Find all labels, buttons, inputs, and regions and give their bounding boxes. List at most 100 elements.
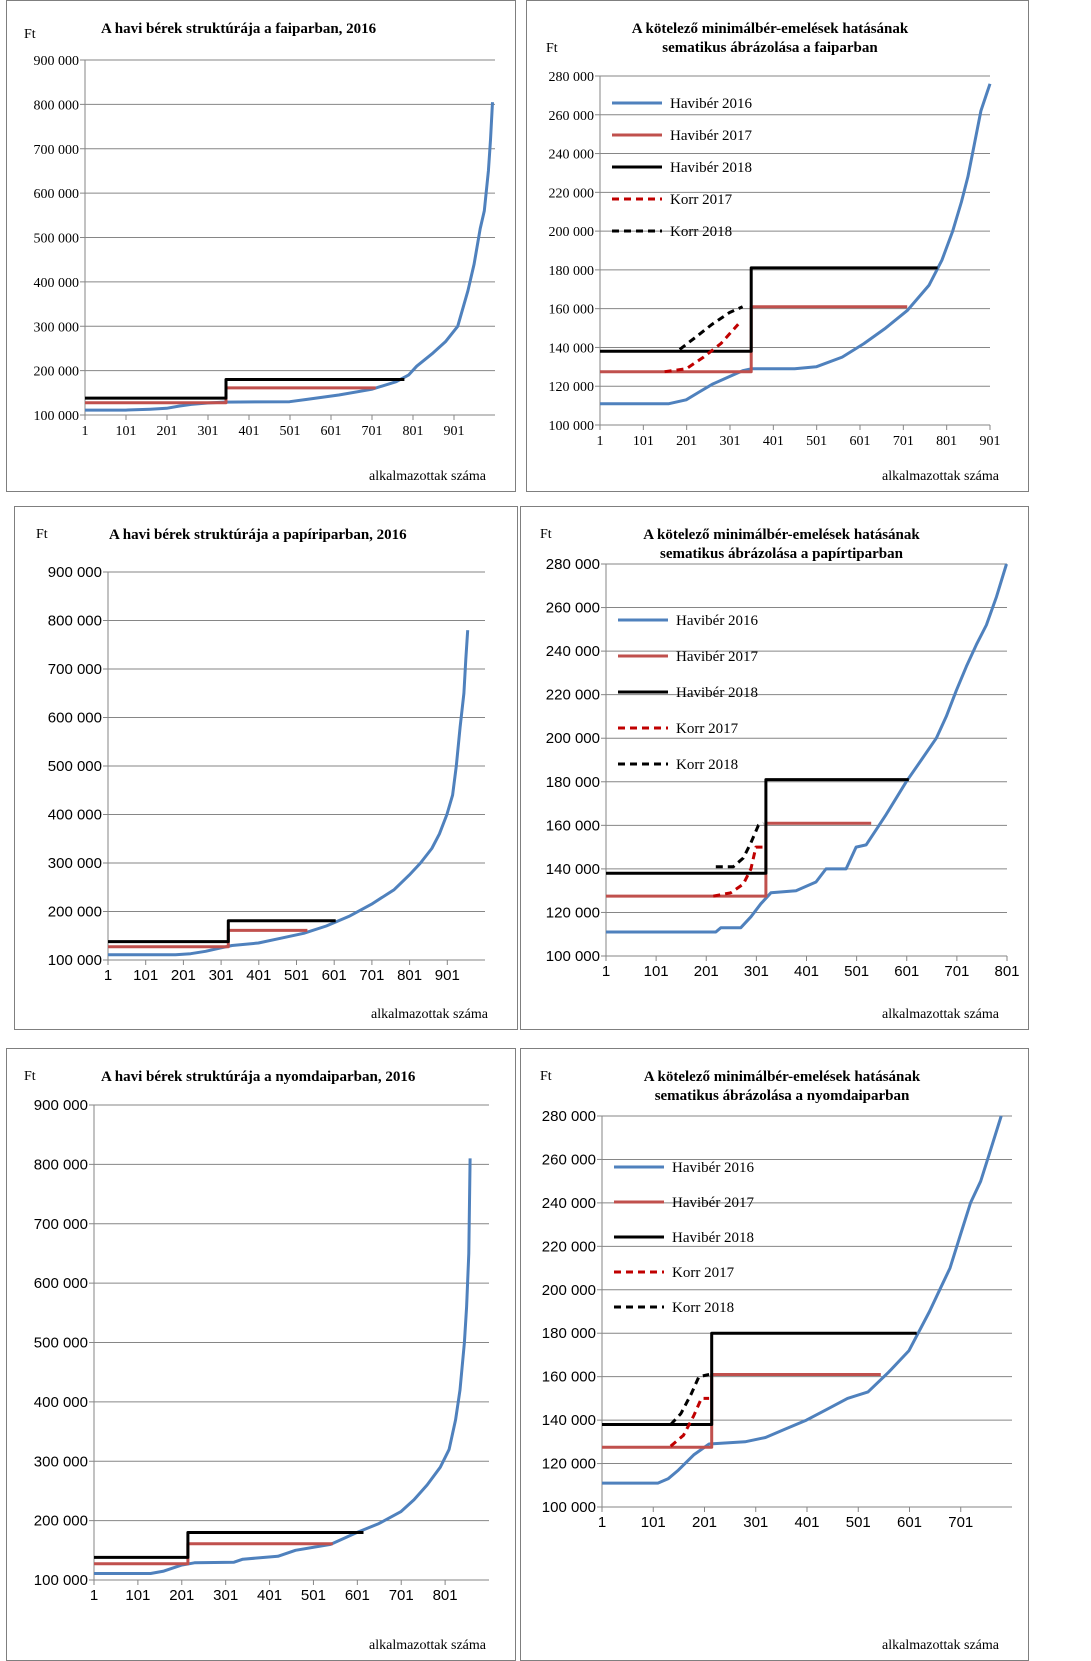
series-group	[85, 102, 494, 412]
chart-title: A havi bérek struktúrája a nyomdaiparban…	[101, 1069, 416, 1085]
y-tick-label: 900 000	[34, 54, 80, 69]
y-tick-label: 700 000	[34, 143, 80, 158]
x-tick-label: 301	[720, 434, 741, 449]
x-tick-label: 701	[359, 967, 384, 984]
unit-label: Ft	[546, 41, 558, 56]
x-tick-label: 401	[246, 967, 271, 984]
series-line-h18	[94, 1531, 364, 1559]
y-tick-label: 300 000	[34, 320, 80, 335]
series-line-h16	[600, 83, 992, 406]
x-tick-label: 601	[894, 963, 919, 980]
series-group	[108, 630, 470, 957]
y-tick-label: 220 000	[546, 687, 600, 704]
y-tick-label: 700 000	[34, 1216, 88, 1233]
x-tick-label: 201	[694, 963, 719, 980]
x-tick-label: 601	[322, 967, 347, 984]
y-tick-label: 100 000	[549, 419, 595, 434]
y-tick-label: 280 000	[542, 1108, 596, 1125]
chart-title: sematikus ábrázolása a papírtiparban	[660, 546, 904, 562]
x-tick-label: 101	[116, 424, 137, 439]
unit-label: Ft	[24, 1069, 36, 1084]
legend-label: Korr 2018	[676, 757, 738, 773]
x-tick-label: 801	[994, 963, 1019, 980]
x-tick-label: 301	[743, 1514, 768, 1531]
series-line-h18	[602, 1331, 917, 1426]
y-tick-label: 200 000	[542, 1282, 596, 1299]
x-tick-label: 201	[169, 1587, 194, 1604]
y-tick-label: 300 000	[34, 1453, 88, 1470]
y-tick-label: 400 000	[34, 1394, 88, 1411]
series-line-k18	[678, 305, 744, 351]
x-tick-label: 501	[844, 963, 869, 980]
series-line-h16	[85, 102, 494, 412]
series-line-h18	[600, 266, 938, 353]
x-tick-label: 201	[157, 424, 178, 439]
x-tick-label: 301	[744, 963, 769, 980]
y-tick-label: 500 000	[34, 232, 80, 247]
x-tick-label: 401	[257, 1587, 282, 1604]
y-tick-label: 260 000	[549, 109, 595, 124]
x-tick-label: 601	[897, 1514, 922, 1531]
x-tick-label: 501	[280, 424, 301, 439]
x-axis-label: alkalmazottak száma	[882, 1638, 1000, 1653]
y-tick-label: 240 000	[542, 1195, 596, 1212]
x-axis-label: alkalmazottak száma	[882, 469, 1000, 484]
legend-label: Havibér 2016	[676, 613, 759, 629]
x-tick-label: 701	[893, 434, 914, 449]
series-line-k17	[664, 323, 740, 374]
y-tick-label: 280 000	[546, 556, 600, 573]
y-tick-label: 200 000	[34, 1513, 88, 1530]
y-tick-label: 200 000	[549, 225, 595, 240]
legend-label: Korr 2017	[670, 192, 733, 208]
series-line-h16	[606, 563, 1008, 934]
y-tick-label: 400 000	[34, 276, 80, 291]
chart-title: A kötelező minimálbér-emelések hatásának	[643, 527, 920, 543]
legend-label: Havibér 2018	[672, 1230, 754, 1246]
series-group	[602, 1115, 1003, 1485]
series-line-h16	[108, 630, 470, 957]
x-axis-label: alkalmazottak száma	[369, 469, 487, 484]
series-line-h16	[94, 1158, 472, 1575]
y-tick-label: 160 000	[546, 817, 600, 834]
legend-label: Havibér 2017	[670, 128, 753, 144]
y-tick-label: 120 000	[546, 904, 600, 921]
y-tick-label: 600 000	[34, 187, 80, 202]
series-line-k18	[715, 821, 764, 869]
y-tick-label: 260 000	[542, 1151, 596, 1168]
y-tick-label: 200 000	[34, 365, 80, 380]
x-tick-label: 901	[444, 424, 465, 439]
y-tick-label: 140 000	[549, 341, 595, 356]
x-tick-label: 1	[597, 434, 604, 449]
chart-title: A havi bérek struktúrája a faiparban, 20…	[101, 21, 377, 37]
x-tick-label: 601	[321, 424, 342, 439]
x-tick-label: 201	[692, 1514, 717, 1531]
x-tick-label: 701	[389, 1587, 414, 1604]
series-line-h16	[602, 1115, 1003, 1485]
y-tick-label: 600 000	[34, 1275, 88, 1292]
y-tick-label: 220 000	[549, 186, 595, 201]
x-tick-label: 401	[794, 963, 819, 980]
y-tick-label: 200 000	[48, 904, 102, 921]
x-axis-label: alkalmazottak száma	[369, 1638, 487, 1653]
series-group	[600, 83, 992, 406]
x-tick-label: 301	[213, 1587, 238, 1604]
x-tick-label: 501	[806, 434, 827, 449]
y-tick-label: 280 000	[549, 70, 595, 85]
y-tick-label: 800 000	[34, 98, 80, 113]
unit-label: Ft	[540, 527, 552, 542]
x-tick-label: 601	[345, 1587, 370, 1604]
x-axis-label: alkalmazottak száma	[882, 1007, 1000, 1022]
panel-frame	[520, 506, 1029, 1030]
series-line-k17	[669, 1396, 710, 1448]
y-tick-label: 180 000	[542, 1325, 596, 1342]
legend-label: Havibér 2017	[676, 649, 759, 665]
series-line-h18	[108, 919, 336, 944]
x-tick-label: 401	[794, 1514, 819, 1531]
x-tick-label: 201	[171, 967, 196, 984]
unit-label: Ft	[540, 1069, 552, 1084]
y-tick-label: 260 000	[546, 600, 600, 617]
